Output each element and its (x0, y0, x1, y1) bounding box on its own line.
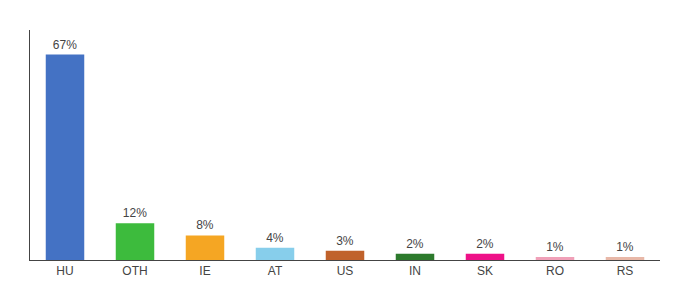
svg-text:67%: 67% (53, 38, 77, 52)
svg-text:2%: 2% (406, 237, 424, 251)
svg-text:IN: IN (409, 264, 421, 278)
svg-text:RS: RS (617, 264, 634, 278)
svg-text:3%: 3% (336, 234, 354, 248)
svg-text:HU: HU (56, 264, 73, 278)
svg-text:1%: 1% (546, 240, 564, 254)
svg-text:2%: 2% (476, 237, 494, 251)
svg-text:RO: RO (546, 264, 564, 278)
svg-text:1%: 1% (616, 240, 634, 254)
svg-text:OTH: OTH (122, 264, 147, 278)
svg-text:US: US (337, 264, 354, 278)
svg-text:IE: IE (199, 264, 210, 278)
svg-text:8%: 8% (196, 218, 214, 232)
svg-text:AT: AT (268, 264, 283, 278)
svg-text:4%: 4% (266, 231, 284, 245)
svg-text:SK: SK (477, 264, 493, 278)
svg-text:12%: 12% (123, 206, 147, 220)
